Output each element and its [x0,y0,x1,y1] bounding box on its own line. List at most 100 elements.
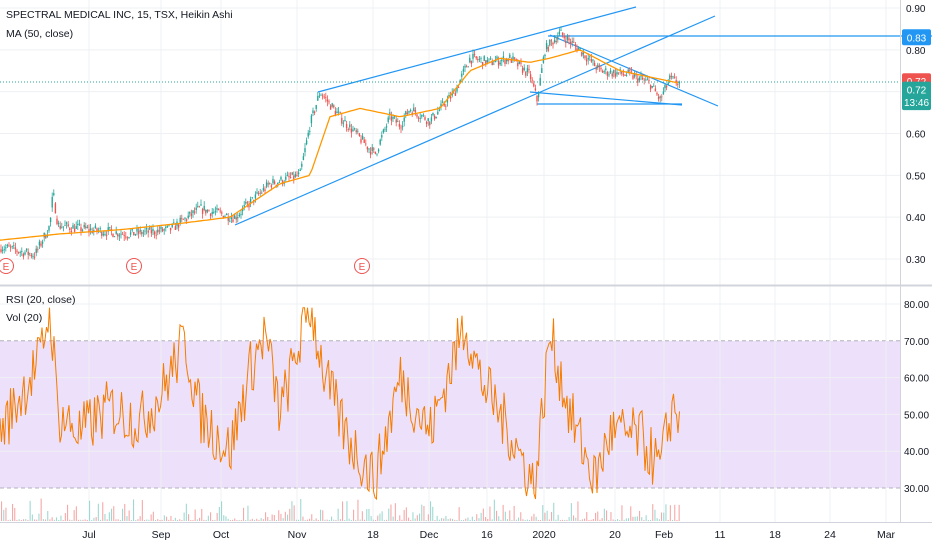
rsi-legend[interactable]: RSI (20, close) [6,294,75,306]
candle-body [251,197,253,199]
candle-body [657,96,660,100]
price-pane[interactable] [0,0,900,284]
candle-body [200,204,202,206]
volume-bar [225,516,227,521]
volume-bar [564,520,566,521]
volume-bar [137,519,139,521]
earnings-circle[interactable] [354,258,370,274]
candle-body [75,225,77,229]
candle-body [309,131,311,132]
vol-legend[interactable]: Vol (20) [6,312,42,324]
candle-body [270,185,273,188]
volume-bar [56,517,58,521]
volume-bar [522,519,524,521]
time-tick-label: 2020 [532,529,556,541]
volume-bar [247,505,249,521]
trendline[interactable] [317,6,637,93]
candle-body [454,93,457,96]
volume-bar [419,513,421,521]
candle-body [125,236,127,238]
candle-body [430,117,433,122]
candle-body [459,79,461,84]
candle-body [166,226,169,227]
volume-bar [251,518,253,521]
symbol-title[interactable]: SPECTRAL MEDICAL INC, 15, TSX, Heikin As… [6,9,233,21]
candle-body [238,214,241,216]
candle-body [131,228,133,231]
volume-bar [67,504,69,521]
trendline[interactable] [549,34,719,107]
candle-body [369,151,372,155]
volume-bar [159,520,161,521]
volume-bar [524,519,526,521]
volume-bar [317,519,319,521]
candle-body [45,235,47,239]
candle-body [96,228,98,232]
candle-body [185,219,188,221]
volume-bar [372,519,374,521]
candle-body [139,229,141,232]
volume-bar [397,519,399,521]
volume-bar [262,519,264,521]
volume-bar [69,519,71,521]
volume-bar [436,515,438,521]
candle-body [142,232,145,234]
trendlines[interactable] [0,6,932,226]
volume-bar [260,518,262,521]
volume-bar [335,519,337,521]
candle-body [246,202,249,204]
candle-body [171,224,173,228]
volume-bar [166,516,168,521]
trendline[interactable] [234,15,716,226]
earnings-circle[interactable] [0,258,14,274]
price-axis[interactable]: 0.90 0.80 0.60 0.50 0.40 0.30 [906,4,926,266]
volume-bar [425,519,427,521]
candle-body [13,245,15,247]
candle-body [51,196,53,208]
volume-bar [529,519,531,521]
candle-body [581,52,583,56]
candle-body [161,228,164,232]
trendline[interactable] [529,91,683,106]
volume-bar [119,520,121,521]
volume-bar [276,519,278,521]
earnings-marker[interactable]: E [0,258,14,274]
candle-body [525,71,527,76]
candle-body [534,88,537,91]
volume-bar [168,519,170,521]
candle-body [273,181,276,185]
ma-legend[interactable]: MA (50, close) [6,28,73,40]
candle-body [77,224,79,226]
volume-bar [496,510,498,521]
earnings-marker[interactable]: E [126,258,142,274]
volume-bar [331,516,333,521]
rsi-axis[interactable]: 80.00 70.00 60.00 50.00 40.00 30.00 [904,300,929,495]
volume-bar [293,505,295,521]
candle-body [545,42,548,49]
candle-body [11,246,13,247]
volume-bar [5,507,7,521]
time-axis[interactable]: Jul Sep Oct Nov 18 Dec 16 2020 20 Feb 11 18 24 Mar [82,529,895,541]
candle-body [3,249,5,251]
volume-bar [342,501,344,521]
candle-body [480,58,482,59]
volume-bar [170,515,172,521]
volume-bar [614,519,616,521]
candle-body [518,61,521,64]
candle-body [291,172,293,175]
volume-bar [498,516,500,521]
candle-body [409,110,412,111]
candle-body [539,77,541,86]
volume-bar [190,519,192,521]
candle-body [446,99,449,103]
candle-body [205,209,207,214]
volume-bar [410,519,412,521]
earnings-marker[interactable]: E [354,258,370,274]
volume-bar [421,504,423,521]
candle-body [115,231,117,234]
earnings-circle[interactable] [126,258,142,274]
volume-bar [126,516,128,521]
volume-bar [322,510,324,521]
